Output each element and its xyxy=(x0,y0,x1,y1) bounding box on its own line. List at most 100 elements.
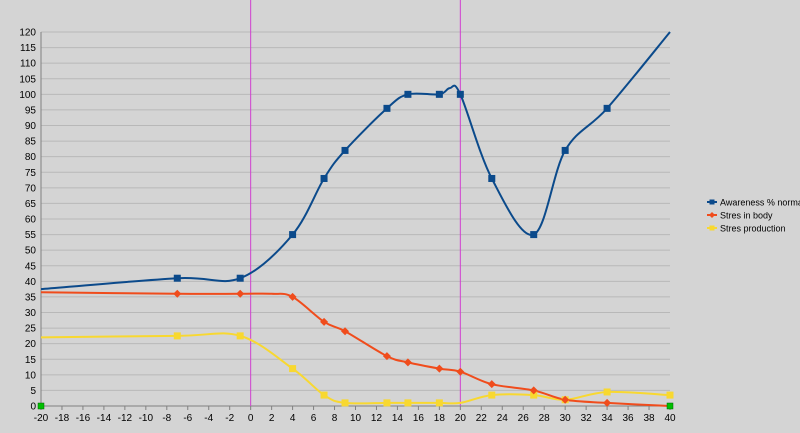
x-tick-label: 2 xyxy=(269,413,275,424)
x-tick-label: -8 xyxy=(162,413,171,424)
y-tick-label: 40 xyxy=(25,277,37,288)
y-tick-label: 5 xyxy=(30,386,36,397)
data-point xyxy=(435,399,443,407)
x-tick-label: 0 xyxy=(248,413,254,424)
x-tick-label: 32 xyxy=(581,413,593,424)
data-point xyxy=(530,391,538,399)
x-tick-label: 16 xyxy=(413,413,425,424)
y-tick-label: 25 xyxy=(25,324,37,335)
data-point xyxy=(404,399,412,407)
y-tick-label: 115 xyxy=(20,43,36,54)
data-point xyxy=(320,391,328,399)
data-point xyxy=(341,399,349,407)
y-tick-label: 120 xyxy=(19,28,36,39)
y-tick-label: 100 xyxy=(19,90,36,101)
data-point xyxy=(487,380,496,389)
legend-marker xyxy=(709,225,715,231)
legend: Awareness % normal Stres in body Stres pro… xyxy=(707,198,800,234)
x-tick-label: 22 xyxy=(476,413,488,424)
data-point xyxy=(603,104,611,112)
data-point xyxy=(236,274,244,282)
y-tick-label: 70 xyxy=(25,183,37,194)
data-point xyxy=(320,317,329,326)
y-tick-label: 20 xyxy=(25,339,37,350)
data-point xyxy=(561,146,569,154)
data-point xyxy=(173,274,181,282)
y-tick-label: 75 xyxy=(25,168,37,179)
x-tick-label: -12 xyxy=(118,413,133,424)
data-point xyxy=(289,231,297,239)
data-point xyxy=(603,388,611,396)
y-tick-label: 85 xyxy=(25,137,37,148)
data-point xyxy=(456,90,464,98)
legend-label: Awareness % normal xyxy=(720,198,800,208)
y-tick-label: 45 xyxy=(25,261,37,272)
y-tick-label: 60 xyxy=(25,215,37,226)
data-point xyxy=(173,332,181,340)
x-tick-label: -14 xyxy=(97,413,112,424)
x-tick-label: 28 xyxy=(539,413,551,424)
data-point xyxy=(561,395,570,404)
x-tick-label: 10 xyxy=(350,413,362,424)
data-point xyxy=(236,289,245,298)
x-tick-label: 20 xyxy=(455,413,467,424)
legend-label: Stres production xyxy=(720,224,786,234)
x-tick-label: 6 xyxy=(311,413,317,424)
x-tick-label: 26 xyxy=(518,413,530,424)
data-point xyxy=(404,90,412,98)
data-point xyxy=(603,398,612,407)
data-point xyxy=(236,332,244,340)
x-tick-label: 40 xyxy=(664,413,676,424)
x-tick-label: -18 xyxy=(55,413,70,424)
y-tick-label: 105 xyxy=(19,74,36,85)
data-point xyxy=(403,358,412,367)
y-tick-label: 80 xyxy=(25,152,37,163)
data-point xyxy=(666,391,674,399)
x-tick-label: 30 xyxy=(560,413,572,424)
y-tick-label: 110 xyxy=(20,59,36,70)
data-point xyxy=(320,174,328,182)
endpoint-marker xyxy=(37,402,45,410)
data-point xyxy=(383,104,391,112)
data-point xyxy=(341,327,350,336)
y-tick-label: 65 xyxy=(25,199,37,210)
y-tick-label: 35 xyxy=(25,292,37,303)
data-point xyxy=(383,399,391,407)
x-tick-label: -10 xyxy=(139,413,154,424)
x-tick-label: -20 xyxy=(34,413,49,424)
y-tick-label: 0 xyxy=(30,402,36,413)
y-tick-label: 30 xyxy=(25,308,37,319)
y-tick-label: 90 xyxy=(25,121,37,132)
data-point xyxy=(529,386,538,395)
data-point xyxy=(288,292,297,301)
data-point xyxy=(530,231,538,239)
x-tick-label: 38 xyxy=(643,413,655,424)
x-tick-label: 8 xyxy=(332,413,338,424)
data-point xyxy=(289,365,297,373)
legend-marker xyxy=(709,199,715,205)
x-tick-label: 36 xyxy=(623,413,635,424)
data-point xyxy=(488,174,496,182)
endpoint-marker xyxy=(666,402,674,410)
x-tick-label: 14 xyxy=(392,413,404,424)
y-tick-label: 50 xyxy=(25,246,37,257)
x-tick-label: 12 xyxy=(371,413,383,424)
legend-marker xyxy=(709,212,715,218)
x-tick-label: 4 xyxy=(290,413,296,424)
data-point xyxy=(173,289,182,298)
y-tick-label: 55 xyxy=(25,230,37,241)
data-point xyxy=(456,367,465,376)
x-tick-label: -4 xyxy=(204,413,213,424)
series-line-awareness-normal xyxy=(40,31,671,291)
data-point xyxy=(435,364,444,373)
y-tick-label: 15 xyxy=(25,355,37,366)
x-tick-label: 34 xyxy=(602,413,614,424)
x-tick-label: 18 xyxy=(434,413,446,424)
x-tick-label: -16 xyxy=(76,413,91,424)
x-tick-label: -6 xyxy=(183,413,192,424)
y-tick-label: 95 xyxy=(25,105,37,116)
y-tick-label: 10 xyxy=(25,370,37,381)
data-point xyxy=(435,90,443,98)
